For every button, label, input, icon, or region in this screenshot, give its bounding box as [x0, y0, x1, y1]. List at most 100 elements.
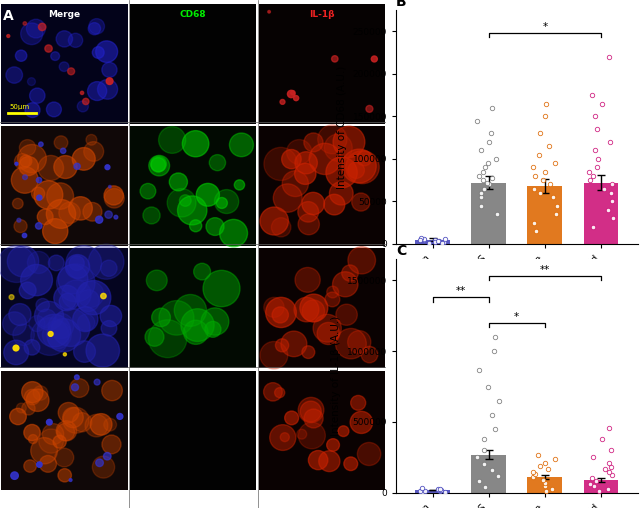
Circle shape — [304, 409, 323, 428]
Circle shape — [37, 314, 71, 347]
Circle shape — [77, 101, 88, 112]
Circle shape — [47, 319, 80, 352]
Circle shape — [48, 313, 73, 338]
Circle shape — [9, 295, 14, 300]
Circle shape — [332, 272, 358, 297]
Circle shape — [266, 297, 296, 328]
Circle shape — [43, 321, 71, 349]
Circle shape — [264, 147, 298, 180]
Circle shape — [95, 216, 103, 223]
Circle shape — [39, 23, 46, 30]
Circle shape — [149, 155, 169, 176]
Circle shape — [357, 151, 372, 166]
Circle shape — [260, 341, 288, 369]
Circle shape — [300, 294, 328, 322]
Circle shape — [317, 323, 339, 344]
Text: *: * — [542, 22, 547, 32]
Circle shape — [352, 193, 370, 211]
Circle shape — [159, 301, 194, 335]
Circle shape — [24, 389, 40, 405]
Circle shape — [149, 320, 187, 358]
Circle shape — [102, 380, 122, 401]
Circle shape — [336, 304, 357, 325]
Circle shape — [319, 451, 340, 471]
Circle shape — [56, 421, 77, 441]
Circle shape — [181, 309, 214, 341]
Circle shape — [117, 414, 123, 420]
Circle shape — [45, 45, 52, 52]
Circle shape — [12, 198, 23, 209]
Circle shape — [326, 157, 357, 188]
Circle shape — [281, 331, 307, 357]
Circle shape — [346, 150, 379, 184]
Circle shape — [54, 155, 77, 178]
Circle shape — [70, 256, 84, 270]
Circle shape — [104, 453, 111, 460]
Bar — [1, 126, 128, 246]
Circle shape — [46, 420, 52, 425]
Circle shape — [48, 255, 64, 271]
Circle shape — [9, 304, 31, 326]
Circle shape — [37, 462, 42, 467]
Bar — [130, 126, 256, 246]
Circle shape — [327, 439, 339, 451]
Circle shape — [68, 33, 82, 47]
Text: Merge: Merge — [48, 10, 80, 19]
Circle shape — [15, 50, 27, 61]
Circle shape — [152, 308, 171, 327]
Circle shape — [317, 125, 347, 154]
Circle shape — [194, 263, 211, 280]
Circle shape — [17, 218, 21, 222]
Circle shape — [24, 340, 40, 355]
Circle shape — [30, 88, 45, 103]
Circle shape — [53, 435, 66, 448]
Bar — [415, 240, 450, 244]
Circle shape — [184, 320, 208, 344]
Circle shape — [31, 318, 69, 356]
Circle shape — [57, 264, 95, 302]
Circle shape — [11, 472, 18, 480]
Bar — [471, 455, 506, 493]
Circle shape — [63, 407, 89, 433]
Circle shape — [348, 331, 371, 354]
Circle shape — [71, 384, 79, 391]
Circle shape — [0, 245, 35, 282]
Circle shape — [69, 197, 92, 220]
Circle shape — [13, 324, 34, 345]
Circle shape — [83, 202, 102, 221]
Circle shape — [58, 469, 71, 482]
Circle shape — [308, 451, 328, 470]
Circle shape — [86, 135, 97, 145]
Circle shape — [114, 215, 118, 219]
Circle shape — [37, 309, 56, 328]
Circle shape — [143, 207, 160, 224]
Circle shape — [274, 388, 285, 398]
Circle shape — [63, 353, 66, 356]
Circle shape — [39, 429, 63, 453]
Circle shape — [13, 345, 19, 351]
Circle shape — [39, 142, 43, 146]
Circle shape — [281, 149, 301, 169]
Circle shape — [104, 188, 124, 208]
Circle shape — [22, 382, 43, 403]
Circle shape — [182, 131, 209, 157]
Circle shape — [167, 188, 196, 217]
Circle shape — [88, 82, 107, 101]
Circle shape — [80, 91, 84, 94]
Circle shape — [348, 247, 375, 274]
Circle shape — [62, 407, 83, 428]
Circle shape — [3, 312, 26, 335]
Text: *: * — [515, 312, 519, 322]
Circle shape — [24, 460, 37, 472]
Bar — [130, 370, 256, 490]
Circle shape — [206, 217, 224, 235]
Circle shape — [158, 126, 185, 153]
Circle shape — [59, 202, 80, 224]
Circle shape — [88, 22, 100, 35]
Circle shape — [37, 195, 42, 200]
Circle shape — [234, 180, 245, 190]
Text: 50μm: 50μm — [9, 104, 29, 110]
Circle shape — [297, 429, 307, 439]
Text: **: ** — [540, 265, 550, 275]
Circle shape — [104, 419, 117, 431]
